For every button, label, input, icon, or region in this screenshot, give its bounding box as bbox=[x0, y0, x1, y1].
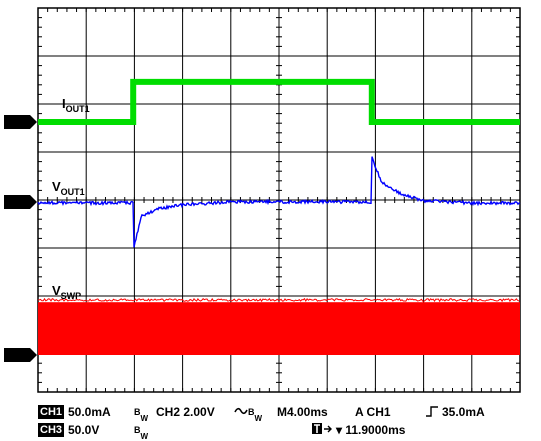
channel-2-marker: 2 bbox=[4, 195, 37, 209]
waveform-traces bbox=[37, 78, 521, 355]
ch3-tag: CH3 bbox=[38, 423, 65, 437]
channel-marker-number: 3 bbox=[14, 350, 20, 362]
trace-vout1 bbox=[37, 156, 521, 248]
trace-label-out1: VOUT1 bbox=[52, 179, 85, 197]
channel-marker-number: 2 bbox=[14, 197, 20, 209]
channel-1-marker: 1 bbox=[4, 115, 37, 129]
channel-marker-arrow bbox=[4, 115, 37, 129]
ch2-scale: CH2 2.00V bbox=[156, 405, 215, 419]
channel-marker-number: 1 bbox=[14, 117, 20, 129]
ch1-scale: 50.0mA bbox=[68, 405, 111, 419]
ch3-scale: 50.0V bbox=[68, 423, 100, 437]
trace-vswp-band bbox=[38, 302, 520, 355]
ch2-coupling-icon bbox=[234, 405, 248, 420]
ch1-bandwidth-limit: BW bbox=[134, 407, 149, 423]
channel-markers: 1 2 3 bbox=[4, 115, 37, 362]
channel-3-marker: 3 bbox=[4, 348, 37, 362]
status-line-2: CH3 50.0V BW ▾ 11.9000ms bbox=[0, 423, 541, 441]
ch2-bandwidth-limit: BW bbox=[248, 407, 263, 423]
trigger-level: 35.0mA bbox=[442, 405, 485, 419]
trace-iout1 bbox=[38, 78, 520, 125]
ch1-tag: CH1 bbox=[38, 405, 65, 419]
oscilloscope-plot: 1 2 3 IOUT1 VOUT1 VSWP bbox=[4, 7, 521, 393]
channel-marker-arrow bbox=[4, 195, 37, 209]
trigger-source: A CH1 bbox=[355, 405, 391, 419]
trace-label-swp: VSWP bbox=[52, 283, 81, 301]
trigger-offset: ▾ 11.9000ms bbox=[336, 423, 406, 437]
trace-label-out1: IOUT1 bbox=[62, 96, 90, 114]
ch3-bandwidth-limit: BW bbox=[134, 425, 149, 441]
trigger-position-icon bbox=[312, 423, 334, 438]
trace-labels: IOUT1 VOUT1 VSWP bbox=[52, 96, 90, 301]
rising-edge-icon bbox=[425, 405, 439, 420]
status-line-1: CH1 50.0mA BW CH2 2.00V BW M4.00ms A CH1… bbox=[0, 405, 541, 423]
time-scale: M4.00ms bbox=[277, 405, 328, 419]
channel-marker-arrow bbox=[4, 348, 37, 362]
trace-vswp-noise bbox=[37, 297, 520, 303]
